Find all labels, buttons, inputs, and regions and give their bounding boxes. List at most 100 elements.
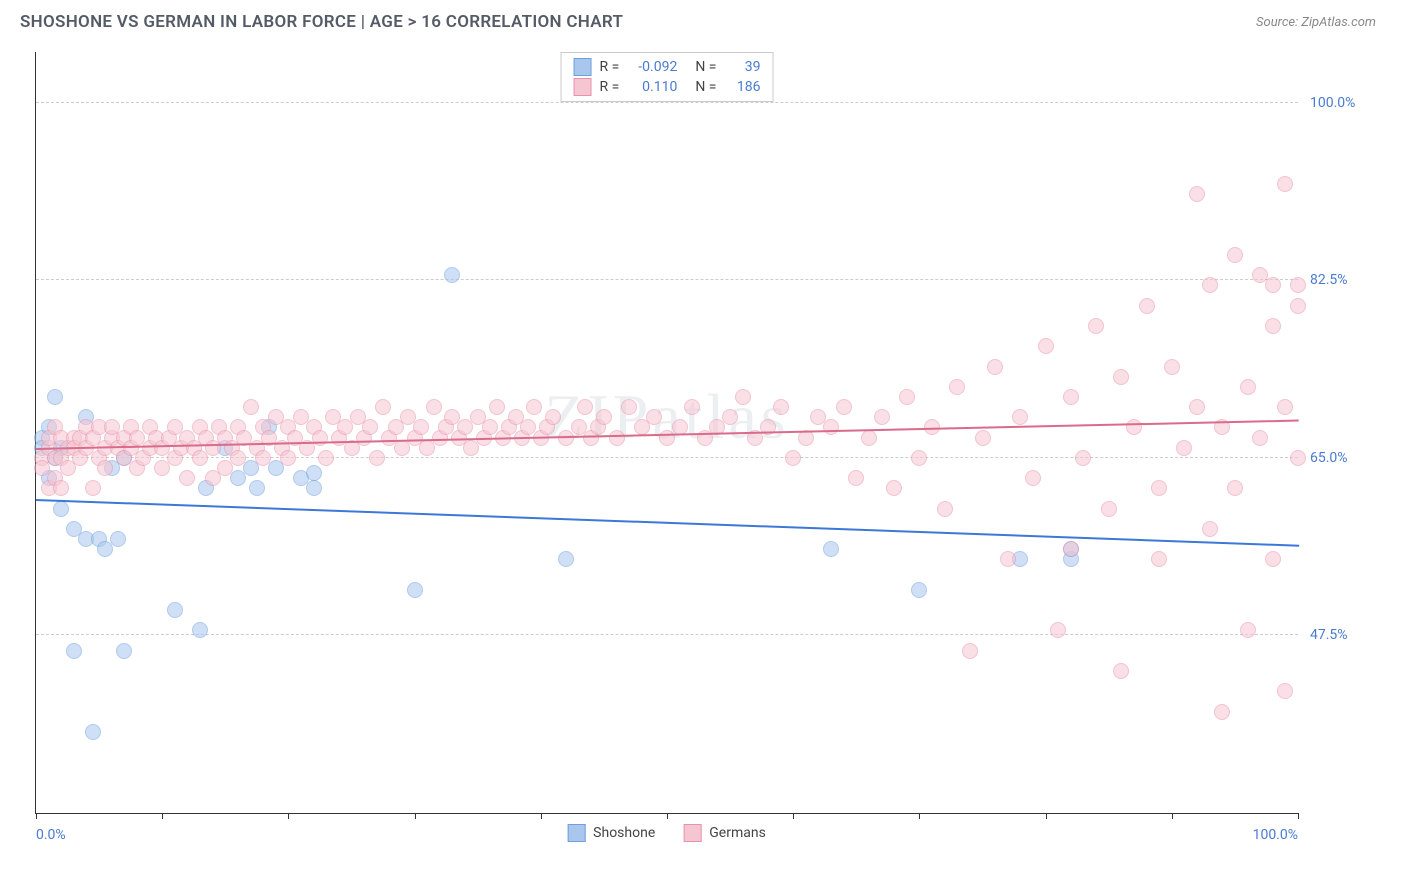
data-point — [1189, 186, 1205, 202]
x-tick-label: 0.0% — [36, 827, 66, 843]
data-point — [1277, 683, 1293, 699]
legend-swatch — [574, 58, 592, 76]
data-point — [192, 622, 208, 638]
legend-correlation: R =-0.092N =39R =0.110N =186 — [561, 52, 774, 102]
legend-r-value: -0.092 — [627, 59, 677, 75]
data-point — [937, 501, 953, 517]
data-point — [110, 531, 126, 547]
data-point — [47, 389, 63, 405]
data-point — [577, 399, 593, 415]
chart-header: SHOSHONE VS GERMAN IN LABOR FORCE | AGE … — [0, 0, 1406, 40]
data-point — [1290, 277, 1306, 293]
x-tick — [667, 813, 668, 819]
data-point — [426, 399, 442, 415]
x-tick — [1298, 813, 1299, 819]
data-point — [1240, 379, 1256, 395]
data-point — [1025, 470, 1041, 486]
data-point — [1012, 409, 1028, 425]
data-point — [53, 480, 69, 496]
data-point — [179, 470, 195, 486]
data-point — [1277, 399, 1293, 415]
data-point — [1151, 480, 1167, 496]
data-point — [489, 399, 505, 415]
legend-swatch — [574, 78, 592, 96]
x-tick — [793, 813, 794, 819]
data-point — [255, 450, 271, 466]
data-point — [911, 582, 927, 598]
data-point — [1227, 480, 1243, 496]
data-point — [1265, 318, 1281, 334]
data-point — [369, 450, 385, 466]
legend-n-value: 39 — [724, 59, 760, 75]
chart-area: In Labor Force | Age > 16 ZIPatlas R =-0… — [35, 52, 1298, 814]
legend-row: R =-0.092N =39 — [574, 57, 761, 77]
data-point — [823, 419, 839, 435]
x-tick — [162, 813, 163, 819]
data-point — [558, 551, 574, 567]
data-point — [1126, 419, 1142, 435]
data-point — [1252, 430, 1268, 446]
x-tick — [541, 813, 542, 819]
legend-row: R =0.110N =186 — [574, 77, 761, 97]
data-point — [773, 399, 789, 415]
data-point — [1240, 622, 1256, 638]
data-point — [1113, 369, 1129, 385]
data-point — [375, 399, 391, 415]
data-point — [526, 399, 542, 415]
x-tick — [288, 813, 289, 819]
data-point — [823, 541, 839, 557]
legend-item: Shoshone — [567, 824, 655, 842]
source-attribution: Source: ZipAtlas.com — [1256, 15, 1376, 30]
data-point — [167, 602, 183, 618]
data-point — [318, 450, 334, 466]
data-point — [609, 430, 625, 446]
legend-swatch — [567, 824, 585, 842]
data-point — [1290, 450, 1306, 466]
data-point — [1227, 247, 1243, 263]
data-point — [1214, 704, 1230, 720]
data-point — [987, 359, 1003, 375]
x-tick — [36, 813, 37, 819]
data-point — [444, 267, 460, 283]
data-point — [949, 379, 965, 395]
legend-r-value: 0.110 — [627, 79, 677, 95]
data-point — [1050, 622, 1066, 638]
data-point — [243, 399, 259, 415]
data-point — [116, 643, 132, 659]
data-point — [1101, 501, 1117, 517]
data-point — [1265, 277, 1281, 293]
data-point — [306, 465, 322, 481]
data-point — [911, 450, 927, 466]
data-point — [407, 582, 423, 598]
data-point — [1176, 440, 1192, 456]
data-point — [306, 480, 322, 496]
data-point — [899, 389, 915, 405]
data-point — [596, 409, 612, 425]
data-point — [1063, 389, 1079, 405]
data-point — [1063, 541, 1079, 557]
data-point — [962, 643, 978, 659]
data-point — [1000, 551, 1016, 567]
legend-label: Shoshone — [593, 825, 655, 841]
x-tick — [919, 813, 920, 819]
data-point — [545, 409, 561, 425]
data-point — [1075, 450, 1091, 466]
data-point — [1277, 176, 1293, 192]
data-point — [1189, 399, 1205, 415]
data-point — [874, 409, 890, 425]
data-point — [1088, 318, 1104, 334]
data-point — [1202, 277, 1218, 293]
data-point — [684, 399, 700, 415]
legend-n-label: N = — [695, 59, 716, 75]
y-tick-label: 100.0% — [1310, 95, 1355, 111]
data-point — [85, 480, 101, 496]
data-point — [848, 470, 864, 486]
data-point — [836, 399, 852, 415]
x-tick — [1172, 813, 1173, 819]
data-point — [1265, 551, 1281, 567]
y-tick-label: 65.0% — [1310, 450, 1348, 466]
data-point — [735, 389, 751, 405]
data-point — [1151, 551, 1167, 567]
data-point — [785, 450, 801, 466]
gridline — [36, 457, 1298, 458]
